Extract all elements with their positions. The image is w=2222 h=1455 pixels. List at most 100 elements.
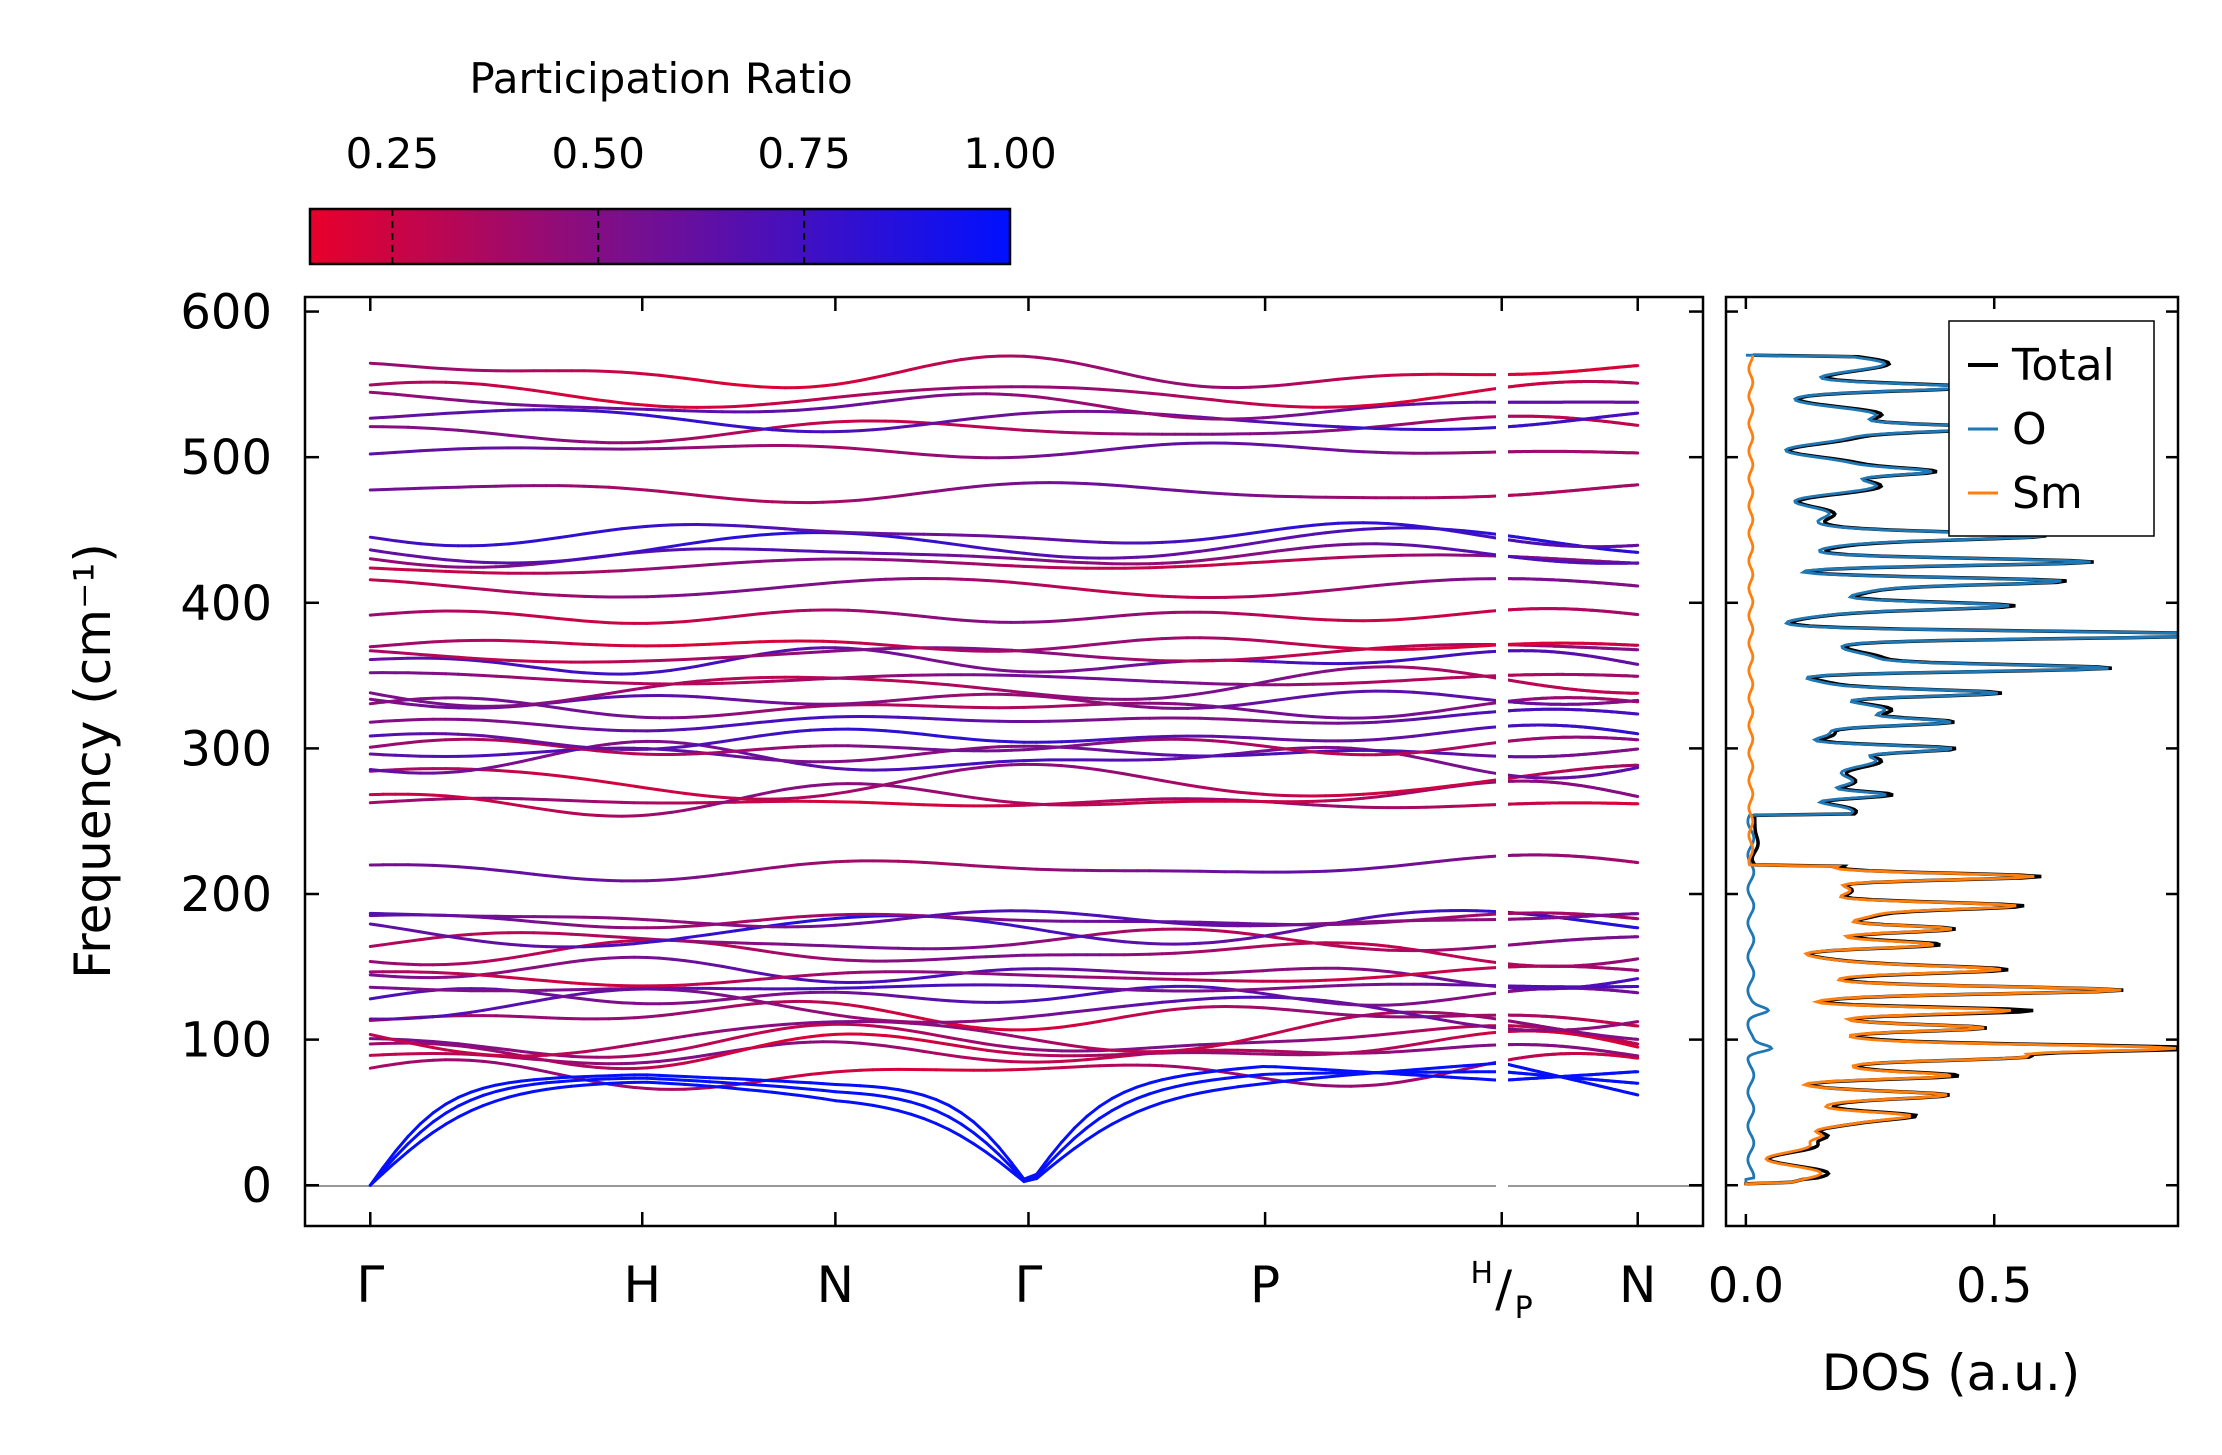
optical-band bbox=[456, 865, 473, 870]
optical-band bbox=[1412, 716, 1428, 721]
optical-band bbox=[708, 740, 724, 745]
optical-band bbox=[1299, 746, 1315, 750]
optical-band bbox=[1374, 948, 1391, 952]
optical-band bbox=[607, 916, 624, 920]
optical-band bbox=[645, 1014, 661, 1019]
optical-band bbox=[808, 728, 825, 732]
optical-band bbox=[544, 1052, 561, 1057]
optical-band bbox=[544, 992, 561, 998]
optical-band bbox=[821, 860, 837, 865]
optical-band bbox=[1475, 753, 1491, 758]
optical-band bbox=[1148, 705, 1164, 710]
optical-band bbox=[683, 694, 699, 699]
optical-band bbox=[431, 932, 448, 938]
optical-band bbox=[544, 1070, 561, 1076]
optical-band bbox=[469, 938, 485, 943]
optical-band bbox=[683, 1000, 699, 1005]
optical-band bbox=[1475, 1043, 1491, 1048]
optical-band bbox=[745, 918, 762, 923]
optical-band bbox=[1374, 737, 1391, 742]
optical-band bbox=[796, 919, 812, 924]
optical-band bbox=[1198, 738, 1215, 743]
optical-band bbox=[1462, 1064, 1479, 1071]
optical-band bbox=[1462, 743, 1479, 749]
optical-band bbox=[1097, 989, 1114, 995]
optical-band bbox=[984, 1018, 1001, 1022]
optical-band bbox=[1374, 968, 1391, 974]
optical-band bbox=[1223, 929, 1240, 935]
optical-band bbox=[909, 1029, 925, 1035]
optical-band bbox=[720, 923, 737, 927]
optical-band bbox=[657, 1049, 674, 1055]
optical-band bbox=[871, 1033, 888, 1038]
optical-band bbox=[1449, 763, 1466, 769]
optical-band bbox=[1273, 711, 1290, 716]
optical-band bbox=[1047, 693, 1064, 698]
optical-band bbox=[469, 1058, 485, 1063]
optical-band bbox=[1185, 738, 1202, 742]
optical-band bbox=[557, 706, 573, 712]
optical-band bbox=[1060, 1042, 1076, 1048]
optical-band bbox=[582, 777, 599, 783]
optical-band bbox=[444, 794, 460, 799]
optical-band bbox=[959, 684, 976, 689]
optical-band bbox=[1211, 739, 1227, 744]
optical-band bbox=[1475, 710, 1491, 715]
optical-band bbox=[1273, 942, 1290, 947]
optical-band bbox=[1236, 988, 1252, 992]
optical-band bbox=[758, 700, 775, 704]
optical-band bbox=[1299, 671, 1315, 677]
optical-band bbox=[431, 1046, 448, 1052]
optical-band bbox=[708, 677, 724, 682]
optical-band bbox=[1047, 763, 1064, 768]
optical-band bbox=[909, 958, 925, 962]
optical-band bbox=[1135, 738, 1152, 742]
optical-band bbox=[1223, 1040, 1240, 1046]
optical-band bbox=[1022, 1052, 1039, 1057]
optical-band bbox=[1009, 689, 1026, 695]
optical-band bbox=[1374, 1050, 1391, 1055]
optical-band bbox=[1449, 1034, 1466, 1040]
optical-band bbox=[745, 1044, 762, 1051]
optical-band bbox=[984, 745, 1001, 749]
optical-band bbox=[846, 788, 863, 794]
optical-band bbox=[1387, 714, 1403, 719]
optical-band bbox=[1085, 932, 1101, 938]
optical-band bbox=[695, 678, 712, 683]
optical-band bbox=[1035, 1013, 1051, 1018]
optical-band bbox=[1449, 968, 1466, 973]
optical-band bbox=[444, 962, 460, 966]
optical-band bbox=[1311, 1037, 1328, 1042]
optical-band bbox=[1123, 1013, 1139, 1019]
optical-band bbox=[745, 709, 762, 715]
optical-band bbox=[557, 922, 573, 927]
optical-band bbox=[393, 1017, 410, 1021]
optical-band bbox=[381, 693, 397, 699]
optical-band bbox=[1424, 715, 1441, 720]
optical-band bbox=[1211, 996, 1227, 1000]
optical-band bbox=[947, 693, 963, 698]
optical-band bbox=[1399, 1078, 1416, 1084]
optical-band bbox=[708, 931, 724, 936]
optical-band bbox=[1399, 1043, 1416, 1049]
optical-band bbox=[1449, 705, 1466, 711]
optical-band bbox=[821, 1000, 837, 1005]
optical-band bbox=[884, 729, 900, 734]
optical-band bbox=[959, 1055, 976, 1060]
optical-band bbox=[1273, 1049, 1290, 1054]
optical-band bbox=[1085, 738, 1101, 743]
optical-band bbox=[959, 910, 976, 915]
optical-band bbox=[368, 697, 385, 703]
optical-band bbox=[582, 982, 599, 986]
optical-band bbox=[1399, 788, 1416, 793]
optical-band bbox=[833, 790, 850, 796]
optical-band bbox=[381, 924, 397, 930]
optical-band bbox=[368, 733, 385, 738]
optical-band bbox=[507, 736, 523, 742]
optical-band bbox=[1097, 931, 1114, 936]
optical-band bbox=[896, 1035, 913, 1041]
optical-band bbox=[607, 689, 624, 695]
optical-band bbox=[1412, 1028, 1428, 1033]
optical-band bbox=[720, 798, 737, 805]
optical-band bbox=[1374, 790, 1391, 795]
